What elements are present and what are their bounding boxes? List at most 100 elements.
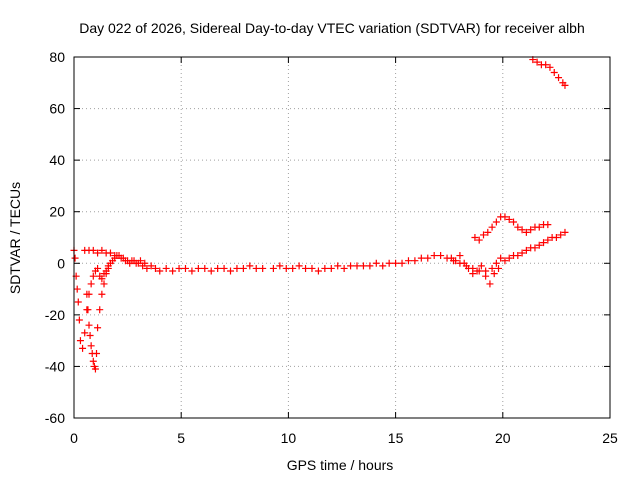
series-upper-band — [81, 246, 149, 267]
point-scatter-19-1 — [452, 257, 460, 265]
y-tick-label--60: -60 — [45, 410, 65, 426]
point-main-track-65 — [366, 262, 374, 270]
point-upper-band-8 — [115, 252, 123, 260]
point-upper-hump-0 — [471, 234, 479, 241]
point-upper-band-2 — [89, 246, 97, 254]
point-high-track-3 — [542, 61, 550, 69]
point-main-track-64 — [359, 262, 367, 270]
point-dip-track-13 — [100, 280, 108, 288]
y-tick-label--40: -40 — [45, 358, 65, 374]
point-scatter-19-9 — [486, 280, 494, 288]
point-upper-hump-13 — [527, 226, 535, 234]
point-main-track-12 — [89, 272, 97, 280]
point-upper-hump-7 — [501, 213, 509, 221]
point-upper-band-6 — [106, 249, 114, 257]
plot-frame — [73, 56, 611, 419]
point-dip-track-11 — [96, 306, 104, 314]
y-tick-label-80: 80 — [49, 49, 65, 65]
y-axis-label: SDTVAR / TECUs — [7, 182, 23, 294]
point-main-track-43 — [220, 264, 228, 272]
series-scatter-19 — [447, 252, 503, 288]
point-upper-hump-2 — [480, 231, 488, 239]
point-main-track-101 — [561, 228, 569, 236]
point-main-track-62 — [347, 262, 355, 270]
x-tick-label-0: 0 — [70, 430, 78, 446]
point-scatter-19-5 — [469, 270, 477, 278]
point-dip-track-8 — [91, 365, 99, 373]
point-main-track-16 — [98, 275, 106, 283]
point-dip-track-2 — [85, 321, 93, 329]
point-scatter-19-0 — [447, 254, 455, 262]
point-main-track-55 — [302, 264, 310, 272]
point-upper-band-14 — [141, 259, 149, 267]
point-main-track-92 — [522, 246, 530, 254]
point-main-track-6 — [76, 337, 84, 345]
point-main-track-58 — [321, 264, 329, 272]
point-main-track-95 — [535, 241, 543, 249]
point-main-track-37 — [181, 264, 189, 272]
point-upper-hump-17 — [544, 221, 552, 229]
data-points — [70, 56, 569, 373]
point-main-track-8 — [81, 329, 89, 337]
point-main-track-88 — [505, 254, 513, 262]
point-scatter-19-6 — [473, 267, 481, 275]
x-tick-label-5: 5 — [177, 430, 185, 446]
point-main-track-69 — [392, 259, 400, 267]
point-dip-track-3 — [86, 331, 94, 339]
y-tick-label-0: 0 — [57, 255, 65, 271]
grid — [74, 57, 610, 418]
point-dip-track-12 — [98, 290, 106, 298]
point-main-track-56 — [308, 264, 316, 272]
point-main-track-72 — [411, 257, 419, 265]
x-tick-label-10: 10 — [281, 430, 297, 446]
series-upper-hump — [471, 213, 552, 244]
y-tick-label-40: 40 — [49, 152, 65, 168]
point-dip-track-6 — [89, 357, 97, 365]
point-main-track-97 — [544, 236, 552, 244]
point-main-track-76 — [437, 252, 445, 260]
point-main-track-42 — [214, 264, 222, 272]
point-dip-track-4 — [87, 342, 95, 350]
point-main-track-34 — [162, 264, 170, 272]
point-high-track-5 — [550, 68, 558, 76]
point-main-track-47 — [246, 262, 254, 270]
point-scatter-19-10 — [490, 270, 498, 278]
series-dip-track — [83, 262, 112, 373]
point-upper-hump-5 — [492, 218, 500, 226]
axis-ticks — [73, 56, 611, 419]
point-dip-track-9 — [93, 350, 101, 358]
point-main-track-84 — [488, 264, 496, 272]
point-main-track-31 — [147, 262, 155, 270]
point-main-track-61 — [340, 264, 348, 272]
point-high-track-4 — [546, 63, 554, 71]
point-scatter-19-3 — [460, 259, 468, 267]
point-high-track-8 — [561, 81, 569, 89]
point-main-track-1 — [71, 254, 79, 262]
point-main-track-46 — [239, 264, 247, 272]
point-main-track-7 — [79, 344, 87, 352]
point-main-track-68 — [385, 259, 393, 267]
point-main-track-53 — [289, 264, 297, 272]
point-dip-track-15 — [104, 262, 112, 270]
chart-title: Day 022 of 2026, Sidereal Day-to-day VTE… — [79, 20, 585, 36]
point-high-track-1 — [533, 58, 541, 66]
x-axis-label: GPS time / hours — [287, 457, 394, 473]
point-main-track-54 — [295, 262, 303, 270]
point-dip-track-14 — [102, 270, 110, 278]
point-main-track-87 — [501, 257, 509, 265]
point-main-track-91 — [518, 249, 526, 257]
point-dip-track-0 — [83, 290, 91, 298]
point-main-track-14 — [94, 264, 102, 272]
point-main-track-48 — [252, 264, 260, 272]
point-main-track-52 — [282, 264, 290, 272]
point-upper-band-9 — [119, 254, 127, 262]
y-tick-label-60: 60 — [49, 101, 65, 117]
point-scatter-19-11 — [495, 264, 503, 272]
point-main-track-30 — [143, 264, 151, 272]
point-main-track-5 — [75, 316, 83, 324]
point-main-track-39 — [194, 264, 202, 272]
point-upper-hump-3 — [484, 228, 492, 236]
x-tick-labels: 0 5 10 15 20 25 — [70, 430, 618, 446]
